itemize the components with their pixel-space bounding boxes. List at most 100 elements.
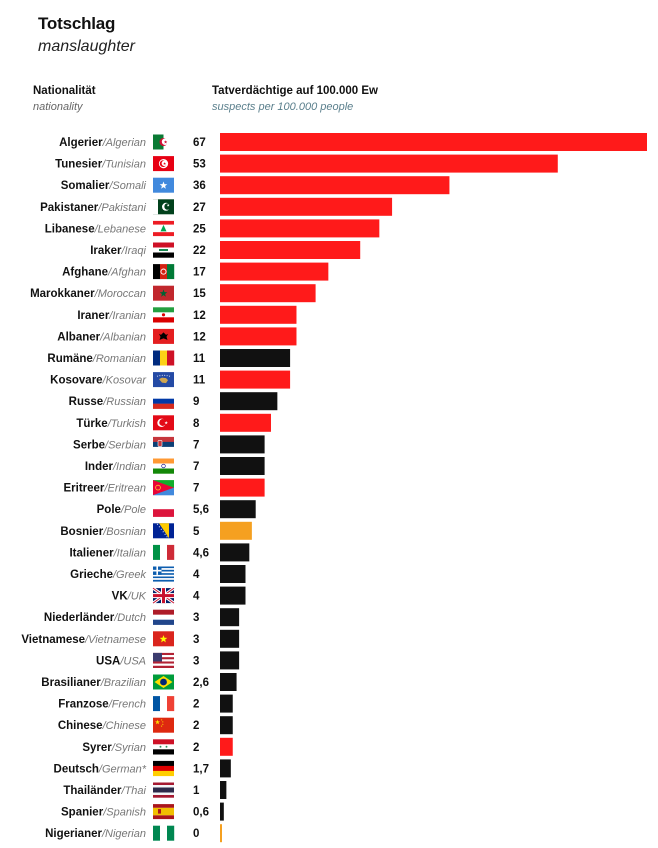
country-label-en: /Italian (113, 547, 146, 559)
country-label-en: /Algerian (102, 137, 146, 149)
bar (220, 370, 291, 389)
bar-row: Iraker/Iraqi 22 (90, 241, 361, 259)
country-label-de: Pole (97, 504, 121, 516)
value-label: 15 (193, 288, 206, 300)
chart-subtitle: manslaughter (38, 38, 135, 55)
country-label-de: Iraner (77, 310, 109, 322)
bar (220, 565, 246, 583)
bar (220, 241, 361, 259)
country-label-de: Kosovare (50, 375, 102, 387)
bar-row: Türke/Turkish 8 (76, 413, 271, 432)
bar (220, 716, 233, 735)
bar-row: Deutsch/German* 1,7 (54, 759, 231, 778)
value-label: 7 (193, 483, 199, 495)
morocco-flag-icon (153, 285, 174, 301)
value-label: 25 (193, 223, 206, 235)
country-label-de: Eritreer (64, 483, 105, 495)
nationality-heading: Nationalität (33, 85, 96, 97)
country-label: Inder/Indian (85, 461, 146, 473)
country-label: Kosovare/Kosovar (50, 375, 147, 387)
country-label-en: /UK (127, 591, 147, 603)
country-label-en: /Romanian (92, 353, 146, 365)
country-label-de: Syrer (82, 742, 112, 754)
country-label: Italiener/Italian (69, 547, 146, 559)
bar (220, 133, 647, 151)
country-label-de: Afghane (62, 267, 108, 279)
kosovo-flag-icon (153, 372, 174, 388)
country-label: Brasilianer/Brazilian (41, 677, 146, 689)
bar (220, 284, 316, 303)
nigeria-flag-icon (153, 825, 175, 841)
country-label: Serbe/Serbian (73, 439, 146, 451)
bar (220, 608, 240, 627)
bar-row: Tunesier/Tunisian 53 (55, 154, 558, 173)
country-label-en: /Spanish (102, 807, 146, 819)
country-label-de: Serbe (73, 439, 105, 451)
bar-row: Niederländer/Dutch 3 (44, 608, 240, 627)
india-flag-icon (153, 458, 174, 474)
value-label: 4 (193, 591, 200, 603)
country-label-en: /Russian (102, 396, 146, 408)
value-label: 3 (193, 655, 199, 667)
country-label-en: /Pakistani (97, 202, 146, 214)
country-label-de: Pakistaner (40, 202, 99, 214)
bar-row: Marokkaner/Moroccan 15 (30, 284, 316, 303)
country-label: Türke/Turkish (76, 418, 146, 430)
value-label: 2 (193, 720, 199, 732)
bar (220, 802, 224, 821)
bar (220, 521, 252, 540)
pakistan-flag-icon (153, 199, 174, 215)
country-label-de: VK (112, 591, 129, 603)
country-label-de: Libanese (45, 223, 95, 235)
chart-title: Totschlag (38, 14, 116, 33)
vietnam-flag-icon (153, 631, 174, 647)
country-label-de: Türke (76, 418, 107, 430)
value-label: 4,6 (193, 547, 209, 559)
bar-row: Nigerianer/Nigerian 0 (45, 824, 222, 843)
country-label: Pole/Pole (97, 504, 146, 516)
bar-row: Somalier/Somali 36 (61, 176, 450, 195)
value-label: 11 (193, 353, 206, 365)
country-label-de: Brasilianer (41, 677, 101, 689)
country-label: Chinese/Chinese (58, 720, 146, 732)
bar-row: Libanese/Lebanese 25 (45, 219, 380, 238)
country-label-en: /Iraqi (121, 245, 147, 257)
brazil-flag-icon (153, 674, 174, 690)
country-label: Niederländer/Dutch (44, 612, 146, 624)
country-label: Syrer/Syrian (82, 742, 146, 754)
country-label: VK/UK (112, 591, 147, 603)
country-label-en: /Serbian (104, 439, 146, 451)
albania-flag-icon (153, 328, 174, 344)
country-label-de: Marokkaner (30, 288, 95, 300)
bar (220, 457, 265, 475)
country-label-de: Somalier (61, 180, 110, 192)
bar-row: Bosnier/Bosnian 5 (60, 521, 252, 540)
bar-row: Pole/Pole 5,6 (97, 500, 256, 519)
country-label-en: /Kosovar (102, 375, 148, 387)
country-label-en: /Chinese (102, 720, 146, 732)
country-label: Marokkaner/Moroccan (30, 288, 146, 300)
country-label-en: /Pole (120, 504, 146, 516)
country-label-en: /Iranian (108, 310, 146, 322)
bar (220, 305, 297, 324)
serbia-flag-icon (153, 436, 174, 453)
country-label: Deutsch/German* (54, 763, 147, 775)
country-label-en: /Albanian (99, 331, 146, 343)
bar-row: Afghane/Afghan 17 (62, 262, 329, 281)
value-label: 8 (193, 418, 200, 430)
bar (220, 500, 256, 519)
bar (220, 737, 233, 756)
value-label: 9 (193, 396, 199, 408)
country-label: Iraker/Iraqi (90, 245, 146, 257)
country-label-en: /Dutch (113, 612, 146, 624)
bar-row: Italiener/Italian 4,6 (69, 543, 250, 562)
country-label-de: Rumäne (47, 353, 92, 365)
value-label: 5 (193, 526, 200, 538)
bar-row: Chinese/Chinese 2 (58, 716, 233, 735)
country-label-en: /Greek (112, 569, 147, 581)
country-label-de: Albaner (57, 331, 100, 343)
country-label: Iraner/Iranian (77, 310, 146, 322)
italy-flag-icon (153, 544, 175, 560)
bar-row: Franzose/French 2 (58, 694, 233, 713)
